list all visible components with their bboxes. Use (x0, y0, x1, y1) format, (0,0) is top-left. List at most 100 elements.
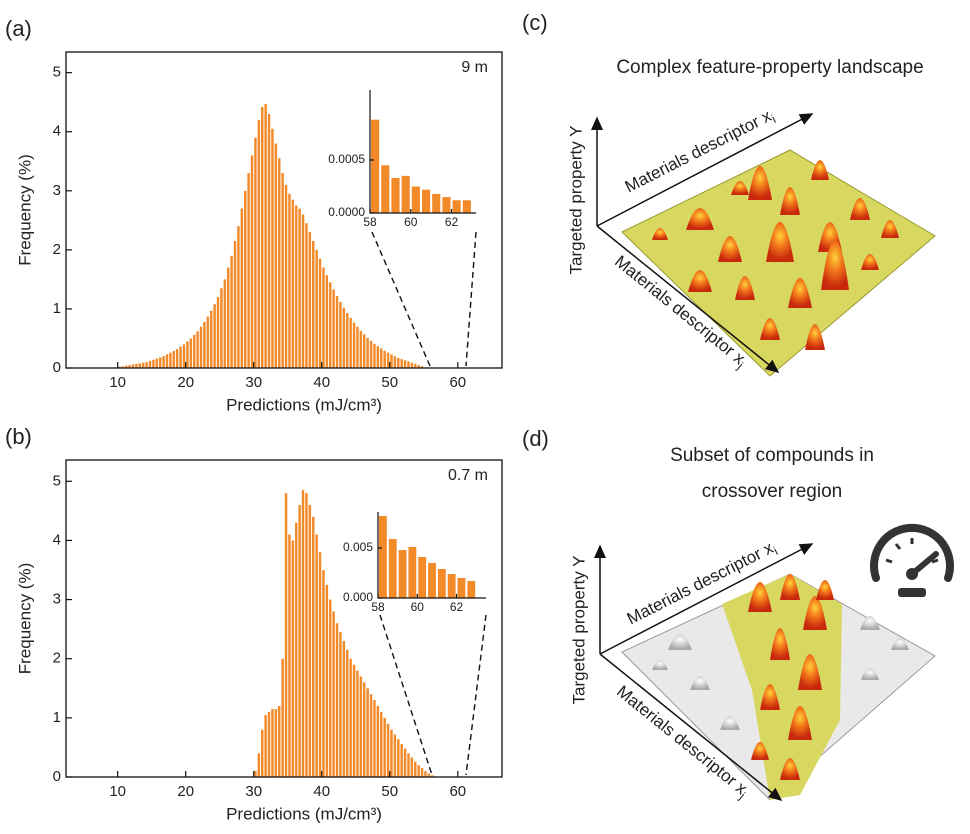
x-tick-label: 62 (450, 600, 464, 614)
x-tick-label: 20 (177, 374, 194, 391)
bar (369, 694, 373, 777)
bar (414, 363, 417, 368)
bar (247, 173, 250, 368)
bar (349, 658, 352, 777)
y-tick-label: 0 (53, 359, 61, 376)
bar (295, 522, 298, 777)
bar (135, 363, 138, 368)
bar (322, 267, 325, 368)
bar (295, 205, 298, 368)
x-tick-label: 58 (363, 215, 377, 229)
bar (172, 350, 176, 368)
panel-title: Complex feature-property landscape (616, 57, 923, 78)
bar (298, 504, 301, 777)
peak (770, 628, 790, 660)
bar (403, 748, 407, 777)
bar (308, 232, 312, 368)
bar (298, 208, 301, 368)
y-tick-label: 3 (53, 182, 61, 199)
bar (220, 288, 223, 368)
panel-label: (c) (522, 10, 548, 35)
y-axis-label: Frequency (%) (15, 154, 34, 265)
peak (688, 270, 712, 292)
x-tick-label: 60 (449, 783, 466, 800)
peak (690, 676, 710, 690)
bar (335, 295, 339, 368)
peak (760, 318, 780, 340)
bar (131, 364, 135, 368)
bar (376, 346, 380, 368)
bar (373, 700, 376, 777)
peak (805, 324, 825, 350)
zoom-lines (371, 231, 487, 776)
peak (850, 198, 870, 220)
peaks (652, 574, 909, 780)
bar (206, 316, 210, 368)
bar (165, 354, 169, 368)
peak (821, 240, 849, 290)
peak (735, 276, 755, 300)
bar (369, 340, 373, 368)
x-tick-label: 30 (245, 783, 262, 800)
bar (325, 584, 329, 777)
bar (363, 334, 366, 368)
bar (393, 356, 397, 368)
bar (380, 348, 383, 368)
panel-label: (d) (522, 426, 549, 451)
axis (596, 113, 814, 227)
bar (216, 297, 220, 368)
y-axis-label: Targeted property Y (566, 126, 585, 275)
bar (386, 352, 390, 368)
y-tick-label: 1 (53, 300, 61, 317)
bar (410, 757, 414, 777)
peak (860, 616, 880, 630)
bar (162, 356, 165, 368)
peak (731, 181, 749, 195)
bar (264, 103, 267, 368)
peak (780, 187, 800, 215)
bar (378, 516, 387, 598)
peak (718, 236, 742, 262)
peak (891, 638, 909, 650)
x-tick-label: 50 (381, 374, 398, 391)
peak (798, 654, 822, 690)
bar (264, 714, 267, 777)
bar (141, 362, 145, 368)
bar (271, 708, 274, 777)
peak (686, 208, 714, 230)
bar (397, 357, 400, 368)
bar (158, 357, 162, 368)
bar (288, 193, 291, 368)
plot-frame (65, 51, 503, 369)
peak (720, 716, 740, 730)
bar (237, 226, 240, 368)
peak (803, 596, 827, 630)
bar (390, 354, 393, 368)
bar (417, 765, 420, 777)
bar (366, 337, 369, 368)
bar (186, 341, 189, 368)
bar (418, 557, 427, 598)
bar (271, 128, 274, 368)
bar (400, 359, 403, 368)
bar (356, 326, 359, 368)
bar (257, 119, 261, 368)
bar (315, 534, 318, 777)
panel-title: crossover region (702, 481, 842, 502)
bar (312, 241, 315, 368)
bar (363, 682, 366, 777)
bar (424, 771, 427, 777)
peak (811, 160, 829, 180)
bar (267, 711, 271, 777)
bar (169, 352, 172, 368)
peak (748, 582, 772, 612)
y-tick-label: 4 (53, 123, 61, 140)
x-tick-label: 60 (411, 600, 425, 614)
bar (352, 322, 356, 368)
bar (179, 346, 182, 368)
y-tick-label: 0.000 (343, 590, 373, 604)
x-tick-label: 62 (445, 215, 459, 229)
bar (421, 189, 431, 213)
y-tick-label: 3 (53, 591, 61, 608)
